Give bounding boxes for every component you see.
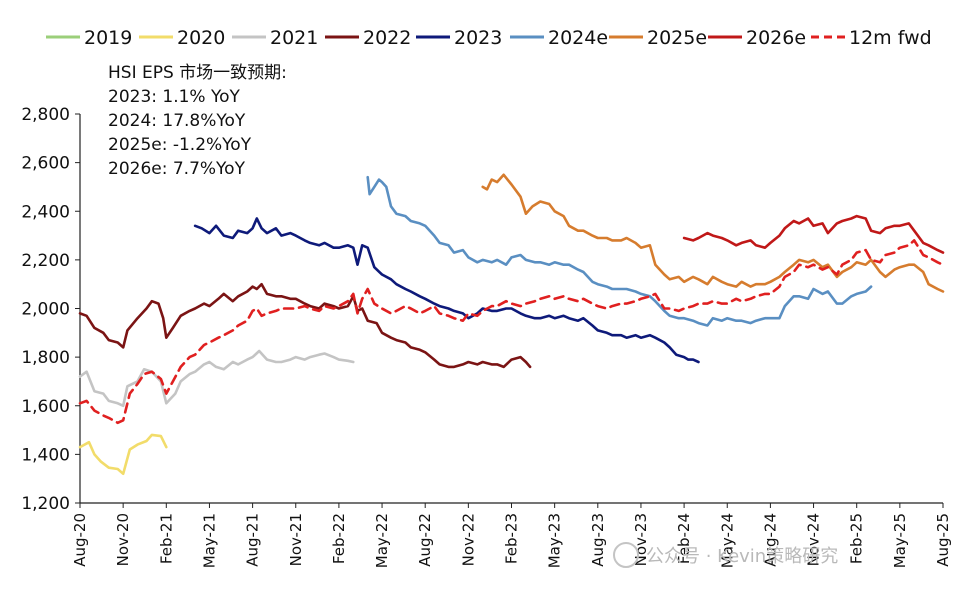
- x-tick-label: Nov-24: [805, 513, 823, 566]
- x-tick-label: Nov-22: [459, 513, 477, 566]
- x-tick-label: May-23: [546, 513, 564, 568]
- x-tick-label: Aug-22: [416, 513, 434, 567]
- series-line-2020: [78, 433, 168, 476]
- annotation-line-2023: 2023: 1.1% YoY: [108, 87, 241, 107]
- series-line-2023: [193, 217, 700, 364]
- annotation-title: HSI EPS 市场一致预期:: [108, 63, 287, 83]
- legend-label: 2020: [177, 27, 225, 49]
- x-tick-label: Feb-23: [503, 513, 521, 564]
- series-line-2024e: [366, 175, 873, 327]
- series-line-12m-fwd: [78, 239, 945, 425]
- x-tick-label: Nov-21: [287, 513, 305, 566]
- y-tick-label: 2,000: [21, 300, 70, 320]
- legend-label: 2019: [84, 27, 132, 49]
- x-tick-label: Feb-24: [675, 513, 693, 564]
- series-line-2026e: [682, 214, 945, 254]
- y-tick-label: 2,800: [21, 105, 70, 125]
- series-group: [78, 173, 945, 476]
- x-tick-label: May-21: [200, 513, 218, 568]
- y-tick-label: 1,800: [21, 348, 70, 368]
- axes: 1,200 1,400 1,600 1,800 2,000 2,200 2,400 2,600…: [21, 105, 952, 568]
- x-tick-label: Nov-20: [114, 513, 132, 566]
- x-tick-label: Feb-25: [848, 513, 866, 564]
- annotation-box: HSI EPS 市场一致预期: 2023: 1.1% YoY 2024: 17.…: [108, 63, 287, 179]
- legend-label: 2026e: [746, 27, 806, 49]
- x-tick-label: Aug-20: [71, 513, 89, 567]
- y-tick-label: 1,400: [21, 445, 70, 465]
- y-tick-label: 2,400: [21, 202, 70, 222]
- x-tick-label: Feb-21: [157, 513, 175, 564]
- y-tick-label: 1,200: [21, 494, 70, 514]
- x-tick-label: Aug-23: [589, 513, 607, 567]
- watermark-text: 公众号 · Kevin策略研究: [646, 546, 838, 567]
- series-line-2021: [78, 349, 355, 408]
- y-tick-label: 1,600: [21, 397, 70, 417]
- x-tick-label: Nov-23: [632, 513, 650, 566]
- x-tick-label: May-25: [891, 513, 909, 568]
- legend-label: 2025e: [647, 27, 707, 49]
- x-tick-label: May-22: [373, 513, 391, 568]
- legend-label: 12m fwd: [849, 27, 932, 49]
- y-tick-label: 2,600: [21, 154, 70, 174]
- legend-label: 2024e: [548, 27, 608, 49]
- annotation-line-2024: 2024: 17.8%YoY: [108, 111, 246, 131]
- x-tick-label: Aug-24: [761, 513, 779, 567]
- wechat-icon: [613, 542, 639, 568]
- x-tick-label: Feb-22: [330, 513, 348, 564]
- annotation-line-2026e: 2026e: 7.7%YoY: [108, 159, 246, 179]
- watermark: 公众号 · Kevin策略研究: [613, 542, 838, 568]
- legend-label: 2023: [454, 27, 502, 49]
- legend: 2019 2020 2021 2022 2023 2024e 2025e 2026e 12m f…: [46, 27, 932, 49]
- y-tick-label: 2,200: [21, 251, 70, 271]
- x-tick-label: Aug-21: [244, 513, 262, 567]
- annotation-line-2025e: 2025e: -1.2%YoY: [108, 135, 252, 155]
- legend-label: 2022: [363, 27, 411, 49]
- x-tick-label: Aug-25: [934, 513, 952, 567]
- x-tick-label: May-24: [718, 513, 736, 568]
- series-line-2022: [78, 282, 532, 369]
- legend-label: 2021: [270, 27, 318, 49]
- series-line-2025e: [481, 173, 945, 293]
